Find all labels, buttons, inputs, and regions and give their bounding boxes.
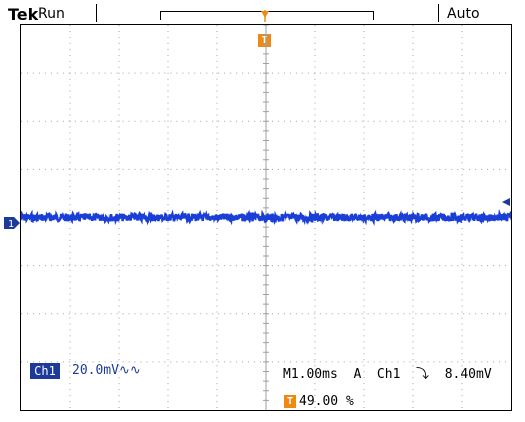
trigger-position-marker[interactable]: T (258, 34, 271, 47)
trigger-mode: Auto (447, 6, 480, 22)
graticule (21, 25, 511, 410)
acquisition-state: Run (38, 6, 65, 22)
trigger-position-readout: 49.00 % (299, 394, 354, 409)
oscilloscope-screen (20, 24, 512, 411)
channel-1-badge[interactable]: Ch1 (30, 363, 60, 379)
channel-1-scale: 20.0mV∿∿ (72, 363, 141, 378)
divider (96, 4, 97, 22)
timebase-readout: M1.00ms A Ch1 ⤵ 8.40mV (283, 367, 492, 382)
channel-1-ground-marker[interactable]: 1 (4, 217, 20, 229)
trigger-level-arrow-icon[interactable] (502, 198, 510, 206)
divider (438, 4, 439, 22)
channel-1-trace (21, 208, 511, 226)
channel-1-label: 1 (8, 219, 14, 229)
trigger-position-icon: T (284, 395, 296, 408)
brand-logo: Tek (8, 5, 39, 24)
trigger-arrow-icon (261, 10, 269, 22)
